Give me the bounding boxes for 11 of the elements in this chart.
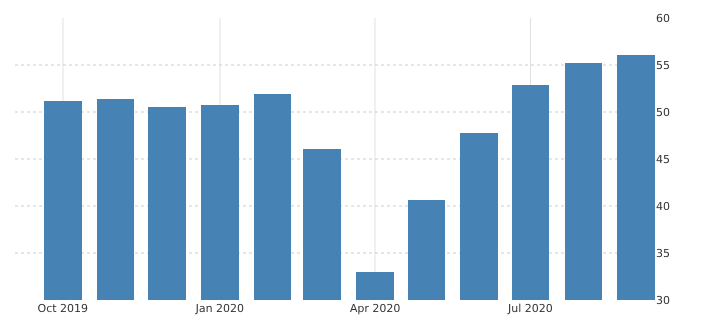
y-tick-label: 45 <box>656 152 670 166</box>
x-tick-label: Jul 2020 <box>507 302 553 315</box>
y-tick-label: 60 <box>656 12 670 25</box>
y-tick-label: 55 <box>656 58 670 72</box>
y-tick-label: 30 <box>656 294 670 307</box>
x-tick-label: Apr 2020 <box>350 302 400 315</box>
x-tick-label: Oct 2019 <box>38 302 88 315</box>
y-tick-label: 35 <box>656 246 670 260</box>
x-tick-label: Jan 2020 <box>194 302 244 315</box>
y-tick-label: 50 <box>656 106 670 119</box>
y-tick-label: 40 <box>656 200 670 213</box>
